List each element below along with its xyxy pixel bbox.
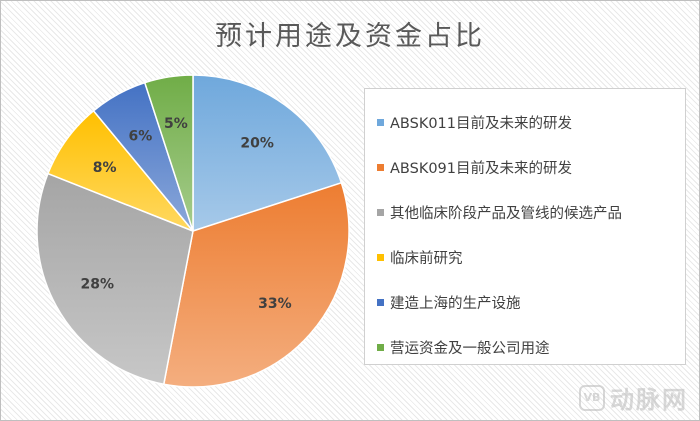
slice-label: 8% xyxy=(93,160,117,176)
legend-item: 营运资金及一般公司用途 xyxy=(377,337,550,357)
slice-label: 20% xyxy=(240,136,274,152)
legend-item: 其他临床阶段产品及管线的候选产品 xyxy=(377,202,622,222)
pie-slice xyxy=(143,74,194,232)
legend-label: ABSK091目前及未来的研发 xyxy=(390,160,572,177)
watermark: VB 动脉网 xyxy=(579,380,688,415)
legend-swatch xyxy=(377,343,384,351)
chart-title: 预计用途及资金占比 xyxy=(215,21,485,52)
pie-slice xyxy=(36,172,194,386)
pie-slice xyxy=(192,74,343,233)
slice-label: 6% xyxy=(129,128,153,144)
slice-label: 28% xyxy=(81,277,115,293)
legend-swatch xyxy=(377,298,384,306)
slice-label: 5% xyxy=(164,116,188,132)
legend-label: ABSK011目前及未来的研发 xyxy=(390,115,572,132)
legend-swatch xyxy=(377,253,384,261)
legend-item: 建造上海的生产设施 xyxy=(377,292,521,312)
legend-item: 临床前研究 xyxy=(377,247,463,267)
legend-swatch xyxy=(377,118,384,126)
legend-label: 建造上海的生产设施 xyxy=(390,295,521,312)
legend-swatch xyxy=(377,163,384,171)
legend: ABSK011目前及未来的研发 ABSK091目前及未来的研发其他临床阶段产品及管… xyxy=(364,88,686,365)
legend-item: ABSK011目前及未来的研发 xyxy=(377,112,572,132)
legend-label: 临床前研究 xyxy=(390,250,463,267)
watermark-logo: VB xyxy=(579,384,605,411)
pie-slice xyxy=(162,181,350,388)
legend-label: 其他临床阶段产品及管线的候选产品 xyxy=(390,205,622,222)
watermark-text: 动脉网 xyxy=(610,386,688,414)
legend-swatch xyxy=(377,208,384,216)
slice-label: 33% xyxy=(258,296,292,312)
legend-item: ABSK091目前及未来的研发 xyxy=(377,157,572,177)
legend-label: 营运资金及一般公司用途 xyxy=(390,340,550,357)
